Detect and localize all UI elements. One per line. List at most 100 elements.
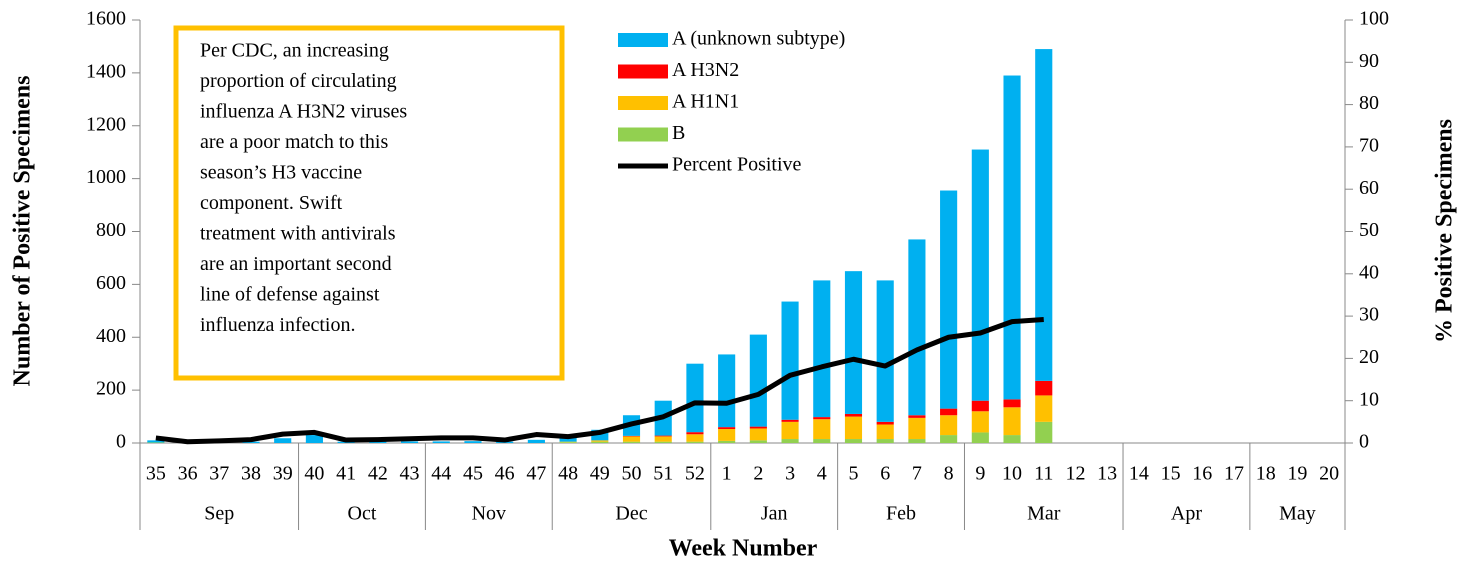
- x-tick-label: 38: [241, 463, 261, 485]
- y-tick-label: 600: [96, 272, 126, 294]
- x-tick-label: 3: [785, 463, 795, 485]
- bar: [749, 426, 767, 429]
- bar: [1003, 435, 1021, 443]
- bar: [940, 190, 958, 409]
- bar: [591, 429, 609, 441]
- bar: [749, 440, 767, 443]
- legend-swatch: [618, 127, 668, 142]
- x-tick-label: 9: [975, 463, 985, 485]
- bar: [274, 438, 292, 443]
- bar: [559, 441, 577, 443]
- x-tick-label: 16: [1192, 463, 1212, 485]
- bar: [908, 439, 926, 443]
- bar: [971, 432, 989, 443]
- bar: [1003, 407, 1021, 436]
- y-tick-label: 1600: [86, 8, 126, 30]
- bar: [813, 439, 831, 443]
- bar: [654, 436, 672, 442]
- x-tick-label: 48: [558, 463, 578, 485]
- legend-label: A H3N2: [672, 59, 739, 81]
- y2-tick-label: 50: [1359, 219, 1379, 241]
- legend-label: Percent Positive: [672, 154, 802, 176]
- x-tick-label: 49: [590, 463, 610, 485]
- x-tick-label: 50: [622, 463, 642, 485]
- bar: [876, 280, 894, 422]
- bar: [1035, 49, 1053, 381]
- bar: [464, 441, 482, 443]
- y-axis-title: Number of Positive Specimens: [10, 76, 36, 387]
- bar: [622, 435, 641, 437]
- x-tick-label: 4: [817, 463, 827, 485]
- x-tick-label: 12: [1065, 463, 1085, 485]
- bar: [844, 439, 863, 443]
- bar: [1035, 421, 1053, 443]
- y2-tick-label: 60: [1359, 177, 1379, 199]
- bar: [718, 440, 736, 443]
- bar: [1003, 75, 1021, 400]
- x-tick-label: 42: [368, 463, 388, 485]
- y2-tick-label: 70: [1359, 134, 1379, 156]
- bar: [781, 439, 799, 443]
- bar: [591, 440, 609, 442]
- bar: [242, 441, 260, 443]
- bar: [622, 441, 641, 443]
- x-tick-label: 15: [1161, 463, 1181, 485]
- x-tick-label: 5: [848, 463, 858, 485]
- x-tick-label: 47: [526, 463, 546, 485]
- y-tick-label: 0: [116, 431, 126, 453]
- annotation-text: season’s H3 vaccine: [200, 162, 362, 184]
- legend-label: B: [672, 122, 685, 144]
- x-tick-label: 51: [653, 463, 673, 485]
- y2-tick-label: 100: [1359, 8, 1389, 30]
- annotation-text: Per CDC, an increasing: [200, 40, 389, 62]
- bar: [654, 441, 672, 443]
- x-tick-label: 17: [1224, 463, 1244, 485]
- bar: [908, 415, 926, 418]
- bar: [686, 363, 704, 433]
- bar: [781, 301, 799, 420]
- bar: [369, 441, 387, 443]
- bar: [718, 427, 736, 429]
- bar: [686, 432, 704, 435]
- x-tick-label: 6: [880, 463, 890, 485]
- bar: [749, 334, 767, 427]
- bar: [749, 428, 767, 441]
- y-tick-label: 1000: [86, 166, 126, 188]
- bar: [559, 442, 577, 443]
- group-label: Dec: [615, 503, 647, 525]
- annotation-box: [173, 25, 565, 381]
- x-tick-label: 14: [1129, 463, 1149, 485]
- x-tick-label: 2: [753, 463, 763, 485]
- x-tick-label: 43: [400, 463, 420, 485]
- annotation-text: are an important second: [200, 253, 392, 275]
- group-label: Jan: [761, 503, 788, 525]
- y-tick-label: 1200: [86, 113, 126, 135]
- y2-tick-label: 10: [1359, 388, 1379, 410]
- y2-tick-label: 80: [1359, 92, 1379, 114]
- x-tick-label: 8: [944, 463, 954, 485]
- legend-swatch: [618, 64, 668, 79]
- x-tick-label: 37: [209, 463, 229, 485]
- bar: [305, 435, 323, 443]
- legend-label: A (unknown subtype): [672, 28, 845, 50]
- x-tick-label: 10: [1002, 463, 1022, 485]
- bar: [813, 419, 831, 440]
- x-axis-title: Week Number: [669, 536, 818, 562]
- bar: [971, 149, 989, 401]
- bar: [781, 421, 799, 440]
- bar: [844, 413, 863, 417]
- y-tick-label: 800: [96, 219, 126, 241]
- x-tick-label: 18: [1256, 463, 1276, 485]
- bar: [591, 441, 609, 443]
- bar: [844, 271, 863, 414]
- annotation-text: treatment with antivirals: [200, 223, 396, 245]
- bar: [718, 428, 736, 441]
- group-label: May: [1279, 503, 1316, 525]
- bar: [686, 434, 704, 442]
- group-label: Feb: [886, 503, 916, 525]
- bar: [876, 421, 894, 425]
- group-label: Apr: [1171, 503, 1202, 525]
- bar: [718, 354, 736, 428]
- x-tick-label: 7: [912, 463, 922, 485]
